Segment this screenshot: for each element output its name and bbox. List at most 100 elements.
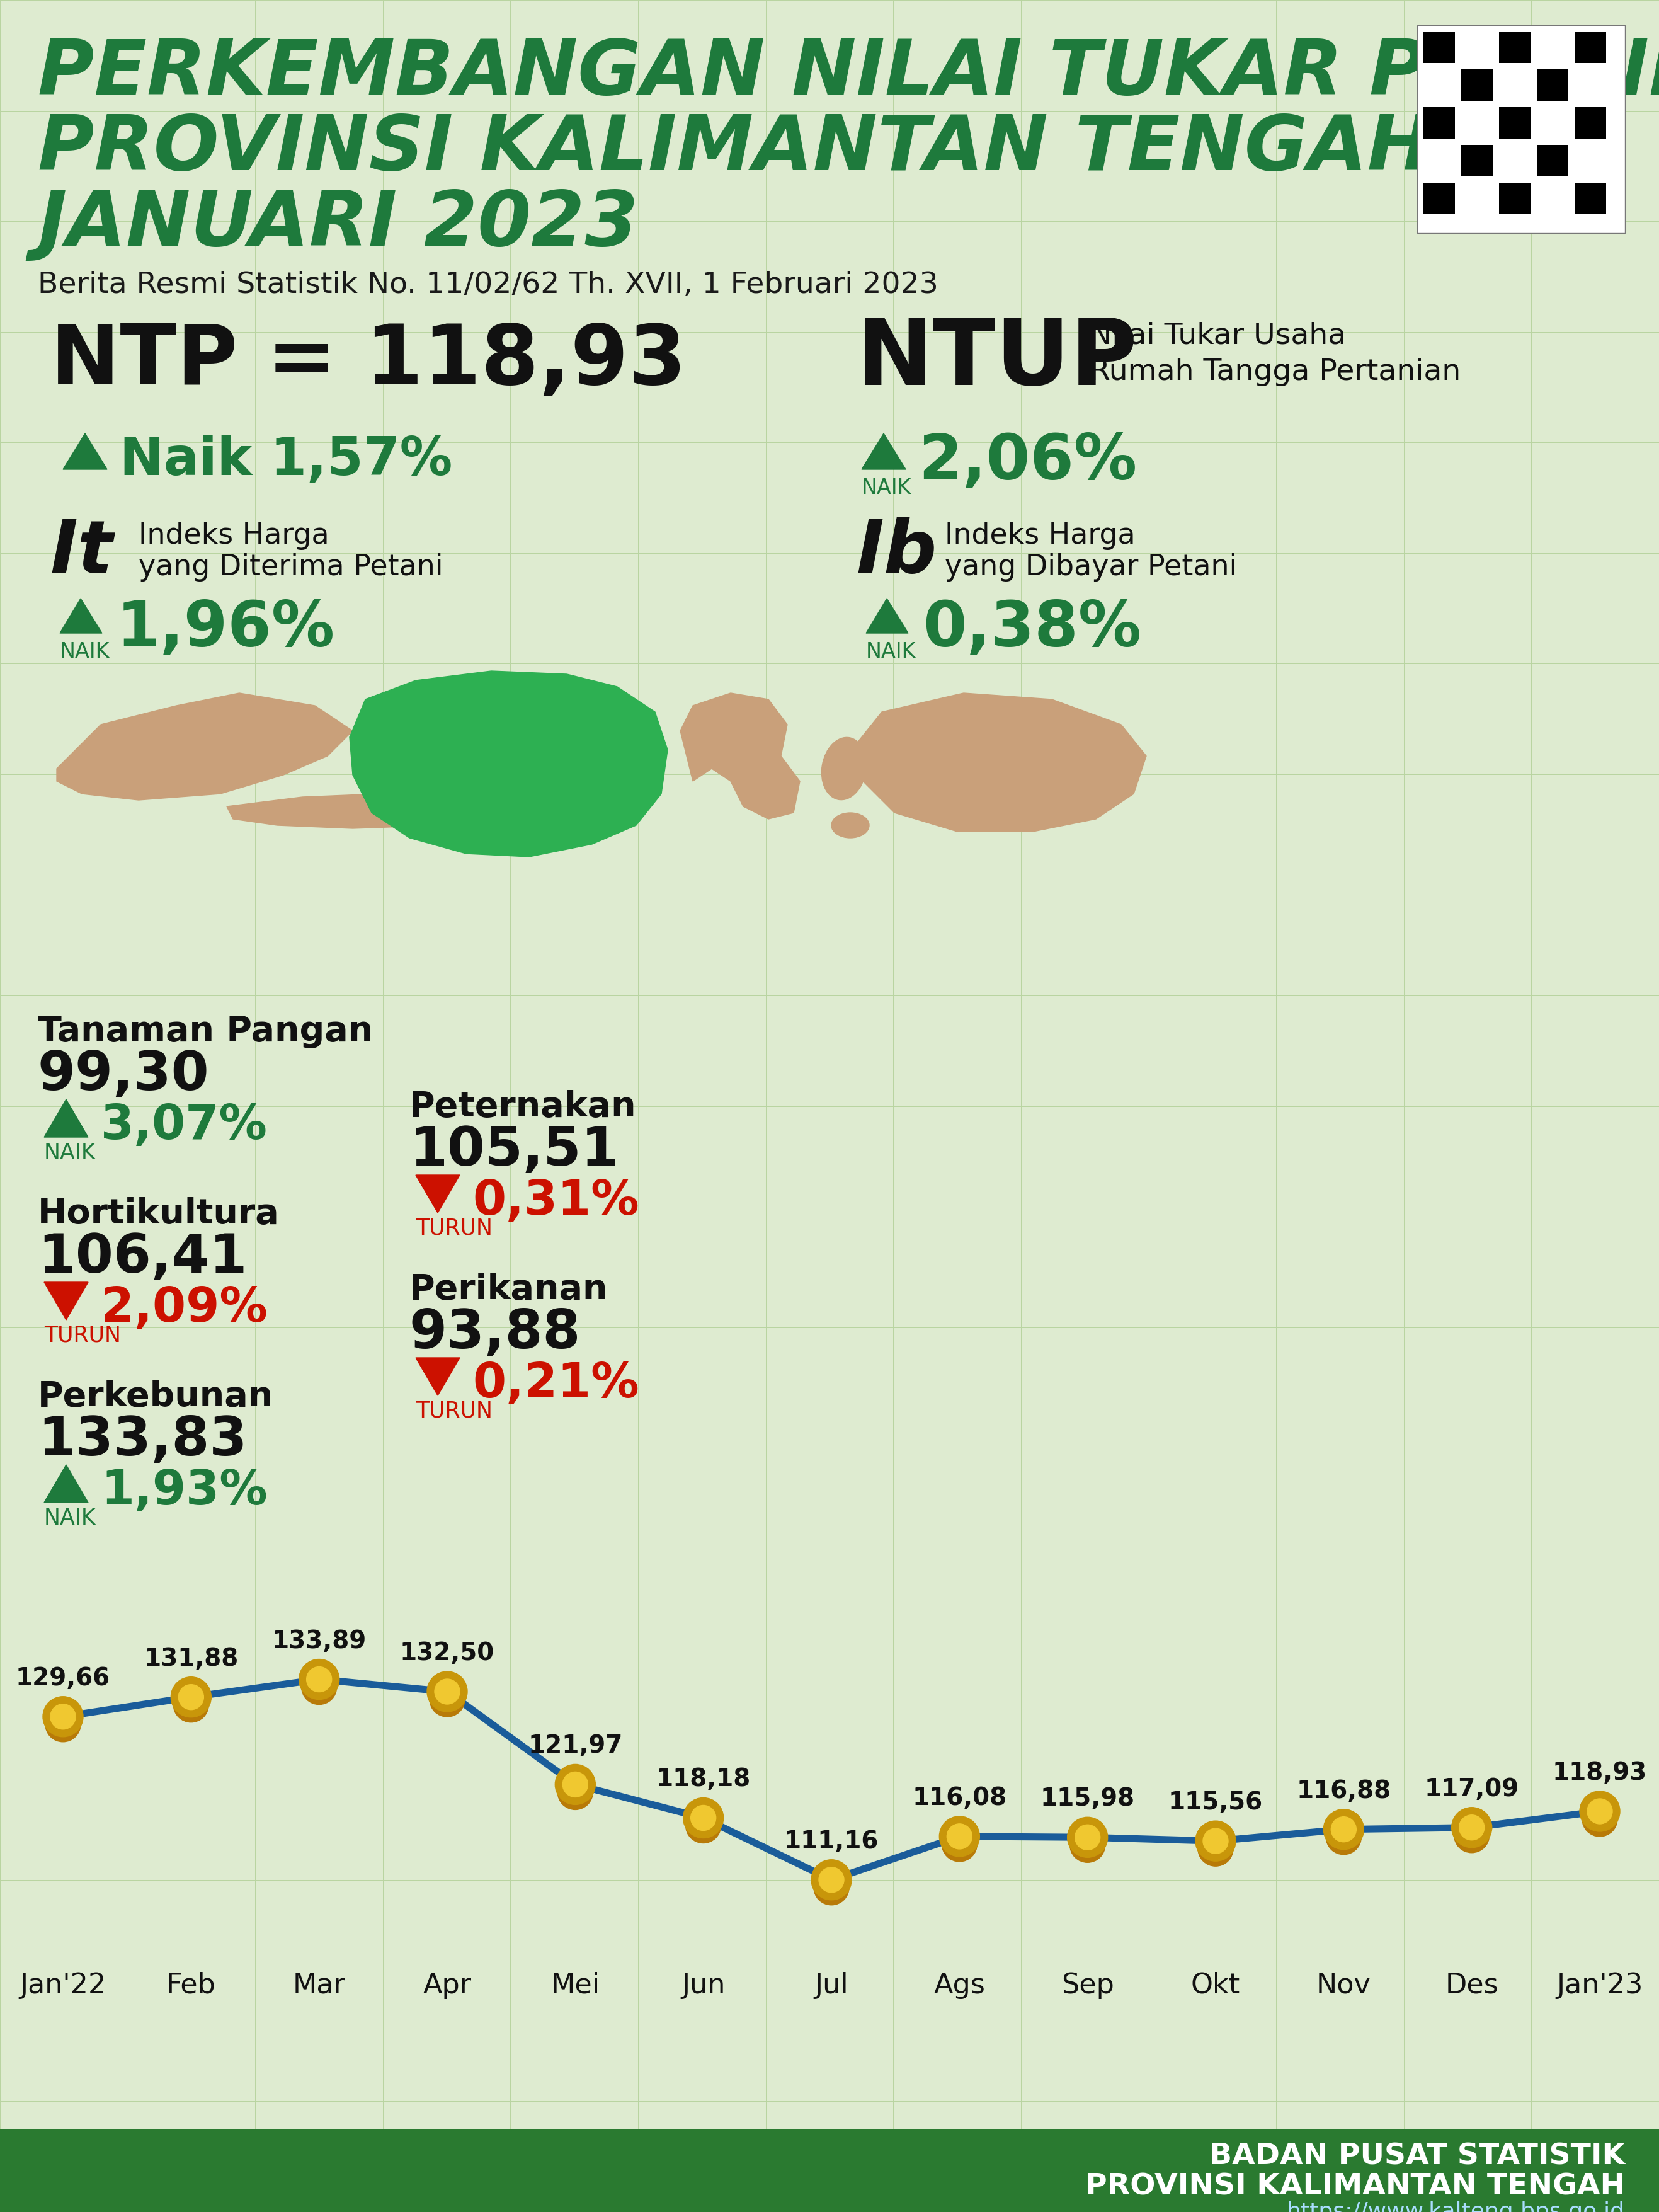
Circle shape	[430, 1681, 465, 1717]
Polygon shape	[45, 1099, 88, 1137]
Circle shape	[171, 1677, 211, 1717]
Circle shape	[302, 1670, 337, 1705]
Circle shape	[50, 1703, 76, 1730]
Text: Indeks Harga: Indeks Harga	[139, 522, 328, 551]
Bar	[1462, 69, 1493, 102]
Text: 2,06%: 2,06%	[919, 431, 1136, 493]
Text: Hortikultura: Hortikultura	[38, 1197, 279, 1232]
Circle shape	[947, 1825, 972, 1849]
Text: Naik 1,57%: Naik 1,57%	[119, 436, 453, 487]
Text: Indeks Harga: Indeks Harga	[944, 522, 1135, 551]
Circle shape	[1452, 1807, 1491, 1847]
Bar	[1574, 106, 1606, 139]
Circle shape	[942, 1827, 977, 1863]
Ellipse shape	[831, 812, 869, 838]
Text: Apr: Apr	[423, 1971, 471, 2000]
Polygon shape	[63, 434, 108, 469]
Text: 93,88: 93,88	[410, 1307, 581, 1360]
Text: 133,89: 133,89	[272, 1628, 367, 1652]
Bar	[1500, 106, 1531, 139]
Circle shape	[939, 1816, 979, 1856]
Circle shape	[1203, 1829, 1228, 1854]
Polygon shape	[861, 434, 906, 469]
Text: 105,51: 105,51	[410, 1124, 619, 1177]
Circle shape	[1324, 1809, 1364, 1849]
Text: Ags: Ags	[934, 1971, 985, 2000]
Text: Jun: Jun	[682, 1971, 725, 2000]
Circle shape	[435, 1679, 460, 1703]
Circle shape	[307, 1668, 332, 1692]
Text: It: It	[50, 518, 113, 588]
Text: NAIK: NAIK	[45, 1141, 96, 1164]
Circle shape	[43, 1697, 83, 1736]
Text: 3,07%: 3,07%	[101, 1102, 267, 1150]
Text: PROVINSI KALIMANTAN TENGAH: PROVINSI KALIMANTAN TENGAH	[38, 113, 1432, 186]
Text: NTUP: NTUP	[856, 314, 1138, 405]
Text: PROVINSI KALIMANTAN TENGAH: PROVINSI KALIMANTAN TENGAH	[1085, 2172, 1624, 2201]
Ellipse shape	[531, 818, 566, 834]
Text: 117,09: 117,09	[1425, 1776, 1520, 1801]
Polygon shape	[56, 692, 353, 801]
Text: yang Dibayar Petani: yang Dibayar Petani	[944, 553, 1238, 582]
Bar	[1536, 146, 1568, 177]
Text: 118,18: 118,18	[655, 1767, 750, 1792]
Text: NAIK: NAIK	[866, 641, 916, 661]
Text: 115,56: 115,56	[1168, 1792, 1262, 1814]
Text: 118,93: 118,93	[1553, 1761, 1647, 1785]
Text: Rumah Tangga Pertanian: Rumah Tangga Pertanian	[1090, 358, 1462, 387]
Text: Jan'23: Jan'23	[1556, 1971, 1642, 2000]
Circle shape	[815, 1869, 849, 1905]
Polygon shape	[227, 794, 479, 830]
Text: BADAN PUSAT STATISTIK: BADAN PUSAT STATISTIK	[1209, 2141, 1624, 2170]
Circle shape	[1460, 1814, 1485, 1840]
Text: Perikanan: Perikanan	[410, 1272, 609, 1307]
Text: TURUN: TURUN	[416, 1400, 493, 1422]
Text: 132,50: 132,50	[400, 1641, 494, 1666]
Text: 2,09%: 2,09%	[101, 1285, 267, 1332]
Circle shape	[1198, 1832, 1233, 1867]
Text: Peternakan: Peternakan	[410, 1091, 637, 1124]
Bar	[1574, 184, 1606, 215]
Circle shape	[45, 1708, 81, 1741]
Text: 116,08: 116,08	[912, 1785, 1007, 1809]
Text: Nilai Tukar Usaha: Nilai Tukar Usaha	[1090, 321, 1345, 349]
Text: JANUARI 2023: JANUARI 2023	[38, 188, 639, 261]
Text: Feb: Feb	[166, 1971, 216, 2000]
Text: 0,31%: 0,31%	[473, 1179, 639, 1225]
Text: 1,96%: 1,96%	[116, 599, 335, 659]
Circle shape	[1453, 1818, 1490, 1854]
Bar	[1574, 31, 1606, 62]
Circle shape	[299, 1659, 340, 1699]
Text: Sep: Sep	[1062, 1971, 1113, 2000]
Text: NAIK: NAIK	[861, 478, 912, 498]
Text: NTP = 118,93: NTP = 118,93	[50, 321, 687, 400]
Circle shape	[690, 1805, 717, 1832]
Text: 106,41: 106,41	[38, 1232, 247, 1283]
Text: 133,83: 133,83	[38, 1413, 247, 1467]
Text: yang Diterima Petani: yang Diterima Petani	[139, 553, 443, 582]
Ellipse shape	[576, 825, 607, 838]
Polygon shape	[60, 599, 103, 633]
Text: Okt: Okt	[1191, 1971, 1241, 2000]
Circle shape	[1075, 1825, 1100, 1849]
Bar	[1536, 69, 1568, 102]
Text: 1,93%: 1,93%	[101, 1469, 267, 1515]
Circle shape	[1196, 1820, 1236, 1860]
Text: TURUN: TURUN	[416, 1219, 493, 1239]
Polygon shape	[45, 1464, 88, 1502]
Text: 0,38%: 0,38%	[922, 599, 1141, 659]
Bar	[1423, 31, 1455, 62]
Polygon shape	[856, 692, 1146, 832]
Text: 116,88: 116,88	[1296, 1778, 1390, 1803]
Polygon shape	[866, 599, 907, 633]
Circle shape	[684, 1798, 723, 1838]
Text: Ib: Ib	[856, 518, 937, 588]
Circle shape	[685, 1807, 722, 1843]
Text: NAIK: NAIK	[60, 641, 109, 661]
Ellipse shape	[821, 737, 866, 801]
Text: 111,16: 111,16	[785, 1829, 879, 1854]
Text: Jul: Jul	[815, 1971, 848, 2000]
Text: Tanaman Pangan: Tanaman Pangan	[38, 1015, 373, 1048]
Circle shape	[1331, 1816, 1357, 1843]
Text: 0,21%: 0,21%	[473, 1360, 639, 1407]
